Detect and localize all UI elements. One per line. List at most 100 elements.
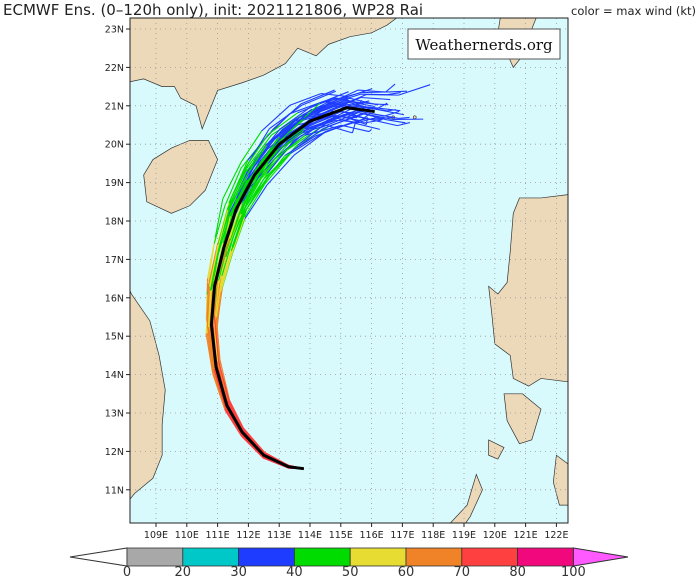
ensemble-track-segment: [245, 144, 267, 178]
colorbar-segment: [461, 547, 518, 567]
lon-tick-label: 122E: [544, 530, 568, 541]
ensemble-track-segment: [311, 97, 348, 114]
ensemble-track-segment: [347, 103, 378, 110]
ensemble-track-segment: [213, 315, 220, 362]
lon-tick-label: 115E: [329, 530, 353, 541]
ensemble-track-segment: [359, 103, 376, 108]
ensemble-track-segment: [206, 326, 215, 369]
ensemble-track-segment: [385, 83, 396, 93]
colorbar-low-triangle: [69, 547, 128, 567]
ensemble-track-segment: [234, 187, 254, 223]
ensemble-track-segment: [221, 235, 235, 276]
ensemble-track-segment: [355, 99, 363, 109]
ensemble-track-segment: [217, 209, 229, 249]
lon-tick-label: 113E: [267, 530, 291, 541]
ensemble-track-segment: [232, 208, 248, 248]
colorbar-label: 40: [286, 565, 303, 578]
ensemble-track-segment: [227, 177, 247, 211]
ensemble-mean-track: [209, 106, 375, 471]
ensemble-track-segment: [246, 134, 272, 169]
map-frame: [129, 17, 569, 524]
ensemble-track-segment: [219, 359, 231, 401]
lat-tick-label: 15N: [105, 332, 124, 343]
lon-tick-label: 117E: [390, 530, 414, 541]
ensemble-track-segment: [301, 90, 337, 106]
colorbar-high-triangle: [572, 547, 629, 567]
ensemble-track-segment: [215, 317, 221, 360]
chart-title: ECMWF Ens. (0–120h only), init: 20211218…: [3, 1, 424, 19]
colorbar-label: 60: [398, 565, 415, 578]
ensemble-track-segment: [351, 121, 381, 130]
colorbar: 0 20 30 40 50 60 70 80 100: [69, 547, 629, 578]
color-legend-note: color = max wind (kt): [571, 4, 696, 18]
ensemble-track-segment: [274, 134, 306, 159]
ensemble-track-segment: [341, 124, 370, 133]
ensemble-track-segment: [228, 179, 248, 217]
ensemble-track-segment: [279, 112, 313, 138]
ensemble-track-segment: [245, 134, 269, 167]
lon-tick-label: 114E: [298, 530, 322, 541]
ensemble-track-segment: [261, 131, 291, 161]
ensemble-track-segment: [284, 135, 316, 157]
colorbar-label: 30: [230, 565, 247, 578]
lat-tick-label: 20N: [105, 140, 124, 151]
lon-tick-label: 110E: [175, 530, 199, 541]
ensemble-track-segment: [324, 118, 367, 133]
ensemble-track-segment: [320, 96, 362, 115]
ensemble-track-segment: [258, 155, 286, 190]
ensemble-track-segment: [219, 253, 233, 293]
ensemble-track-segment: [208, 242, 219, 282]
ensemble-track-segment: [368, 128, 372, 132]
ensemble-track-segment: [297, 97, 335, 114]
ensemble-track-segment: [356, 116, 378, 124]
lat-tick-label: 21N: [105, 101, 124, 112]
ensemble-track-segment: [293, 130, 327, 156]
ensemble-track-segment: [300, 89, 335, 105]
lon-tick-label: 120E: [483, 530, 507, 541]
ensemble-track-segment: [362, 112, 394, 120]
ensemble-track-segment: [209, 252, 219, 291]
ensemble-track-segment: [213, 275, 219, 316]
ensemble-track-segment: [377, 102, 388, 109]
colorbar-segment: [349, 547, 407, 567]
ensemble-track-segment: [311, 91, 349, 107]
ensemble-track-segment: [261, 104, 291, 132]
lon-tick-label: 109E: [144, 530, 168, 541]
ensemble-track-segment: [384, 110, 400, 117]
ensemble-track-segment: [388, 90, 408, 93]
busuanga: [488, 439, 505, 460]
ensemble-track-segment: [273, 130, 304, 154]
ensemble-track-segment: [215, 275, 223, 318]
colorbar-segment: [126, 547, 184, 567]
vietnam-coast: [130, 289, 166, 500]
colorbar-label: 20: [175, 565, 192, 578]
ensemble-track-segment: [206, 286, 211, 327]
ensemble-track-segment: [367, 118, 383, 120]
ensemble-track-segment: [206, 332, 214, 374]
ensemble-track-segment: [207, 243, 215, 284]
panay-and-islands: [552, 454, 568, 506]
ensemble-track-segment: [242, 427, 265, 454]
ensemble-track-segment: [349, 105, 378, 110]
ensemble-track-segment: [224, 167, 242, 207]
lat-tick-label: 17N: [105, 255, 124, 266]
lat-tick-label: 16N: [105, 293, 124, 304]
colorbar-label: 80: [509, 565, 526, 578]
ensemble-track-segment: [386, 92, 401, 96]
ensemble-track-segment: [245, 148, 268, 179]
colorbar-label: 70: [454, 565, 471, 578]
ensemble-track-segment: [295, 102, 331, 120]
ensemble-track-segment: [267, 140, 295, 174]
ensemble-track-segment: [209, 329, 216, 373]
ensemble-track-segment: [293, 110, 331, 122]
colorbar-label: 50: [342, 565, 359, 578]
ensemble-track-segment: [214, 198, 224, 238]
lat-tick-label: 14N: [105, 370, 124, 381]
ensemble-track-segment: [217, 360, 230, 400]
ensemble-track-segment: [227, 172, 246, 209]
ensemble-track-segment: [289, 102, 321, 132]
lat-tick-label: 13N: [105, 409, 124, 420]
ensemble-track-segment: [266, 154, 295, 186]
lat-tick-label: 18N: [105, 217, 124, 228]
